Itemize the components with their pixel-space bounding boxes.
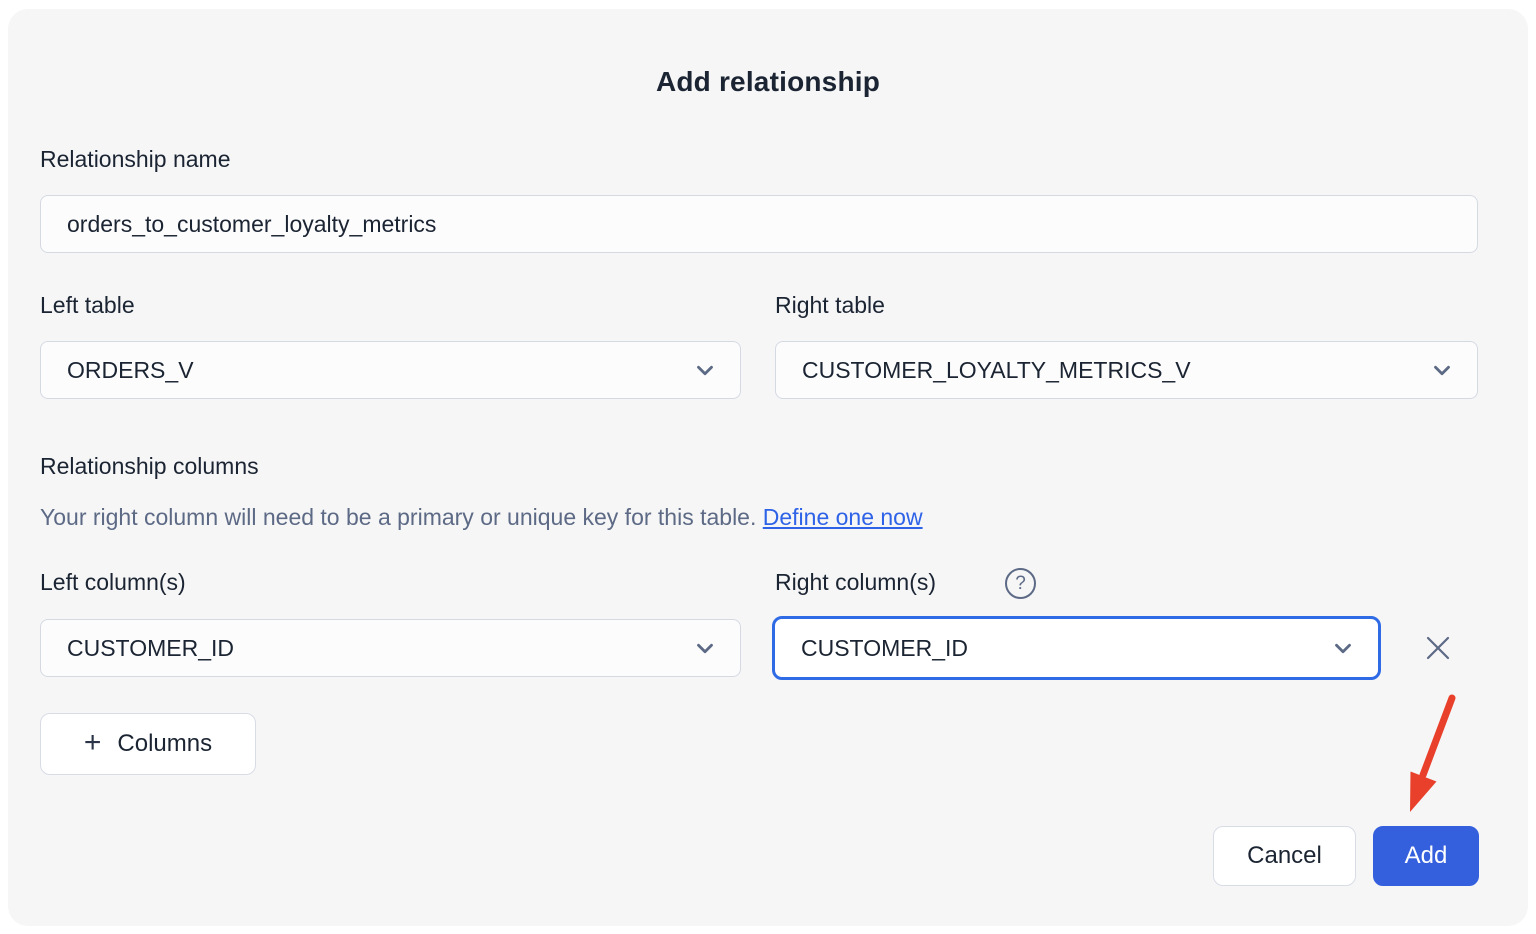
chevron-down-icon bbox=[697, 643, 713, 654]
right-columns-label: Right column(s) bbox=[775, 569, 937, 595]
chevron-down-icon bbox=[697, 365, 713, 376]
remove-column-pair-icon[interactable] bbox=[1420, 630, 1456, 666]
left-table-value: ORDERS_V bbox=[67, 356, 194, 383]
right-columns-select[interactable]: CUSTOMER_ID bbox=[772, 616, 1381, 680]
right-table-select[interactable]: CUSTOMER_LOYALTY_METRICS_V bbox=[775, 341, 1478, 399]
dialog-title: Add relationship bbox=[655, 66, 881, 97]
left-columns-value: CUSTOMER_ID bbox=[67, 634, 234, 661]
relationship-columns-heading: Relationship columns bbox=[40, 453, 259, 479]
helper-text-body: Your right column will need to be a prim… bbox=[40, 504, 757, 530]
add-button-label: Add bbox=[1404, 842, 1448, 869]
relationship-name-input[interactable] bbox=[40, 195, 1478, 253]
right-column-helper-text: Your right column will need to be a prim… bbox=[40, 504, 923, 531]
right-columns-value: CUSTOMER_ID bbox=[801, 634, 968, 661]
cancel-button-label: Cancel bbox=[1247, 842, 1322, 869]
help-icon[interactable]: ? bbox=[1005, 568, 1036, 599]
left-table-select[interactable]: ORDERS_V bbox=[40, 341, 741, 399]
plus-icon: + bbox=[83, 725, 102, 759]
add-columns-button[interactable]: + Columns bbox=[40, 713, 256, 775]
add-relationship-dialog: Add relationship Relationship name Left … bbox=[8, 9, 1528, 926]
define-one-now-link[interactable]: Define one now bbox=[762, 504, 923, 530]
add-button[interactable]: Add bbox=[1373, 826, 1479, 886]
cancel-button[interactable]: Cancel bbox=[1213, 826, 1356, 886]
right-table-value: CUSTOMER_LOYALTY_METRICS_V bbox=[802, 356, 1191, 383]
chevron-down-icon bbox=[1335, 643, 1351, 654]
add-columns-label: Columns bbox=[117, 730, 213, 757]
relationship-name-label: Relationship name bbox=[40, 146, 231, 172]
left-columns-label: Left column(s) bbox=[40, 569, 186, 595]
right-table-label: Right table bbox=[775, 292, 885, 318]
left-table-label: Left table bbox=[40, 292, 135, 318]
left-columns-select[interactable]: CUSTOMER_ID bbox=[40, 619, 741, 677]
chevron-down-icon bbox=[1434, 365, 1450, 376]
